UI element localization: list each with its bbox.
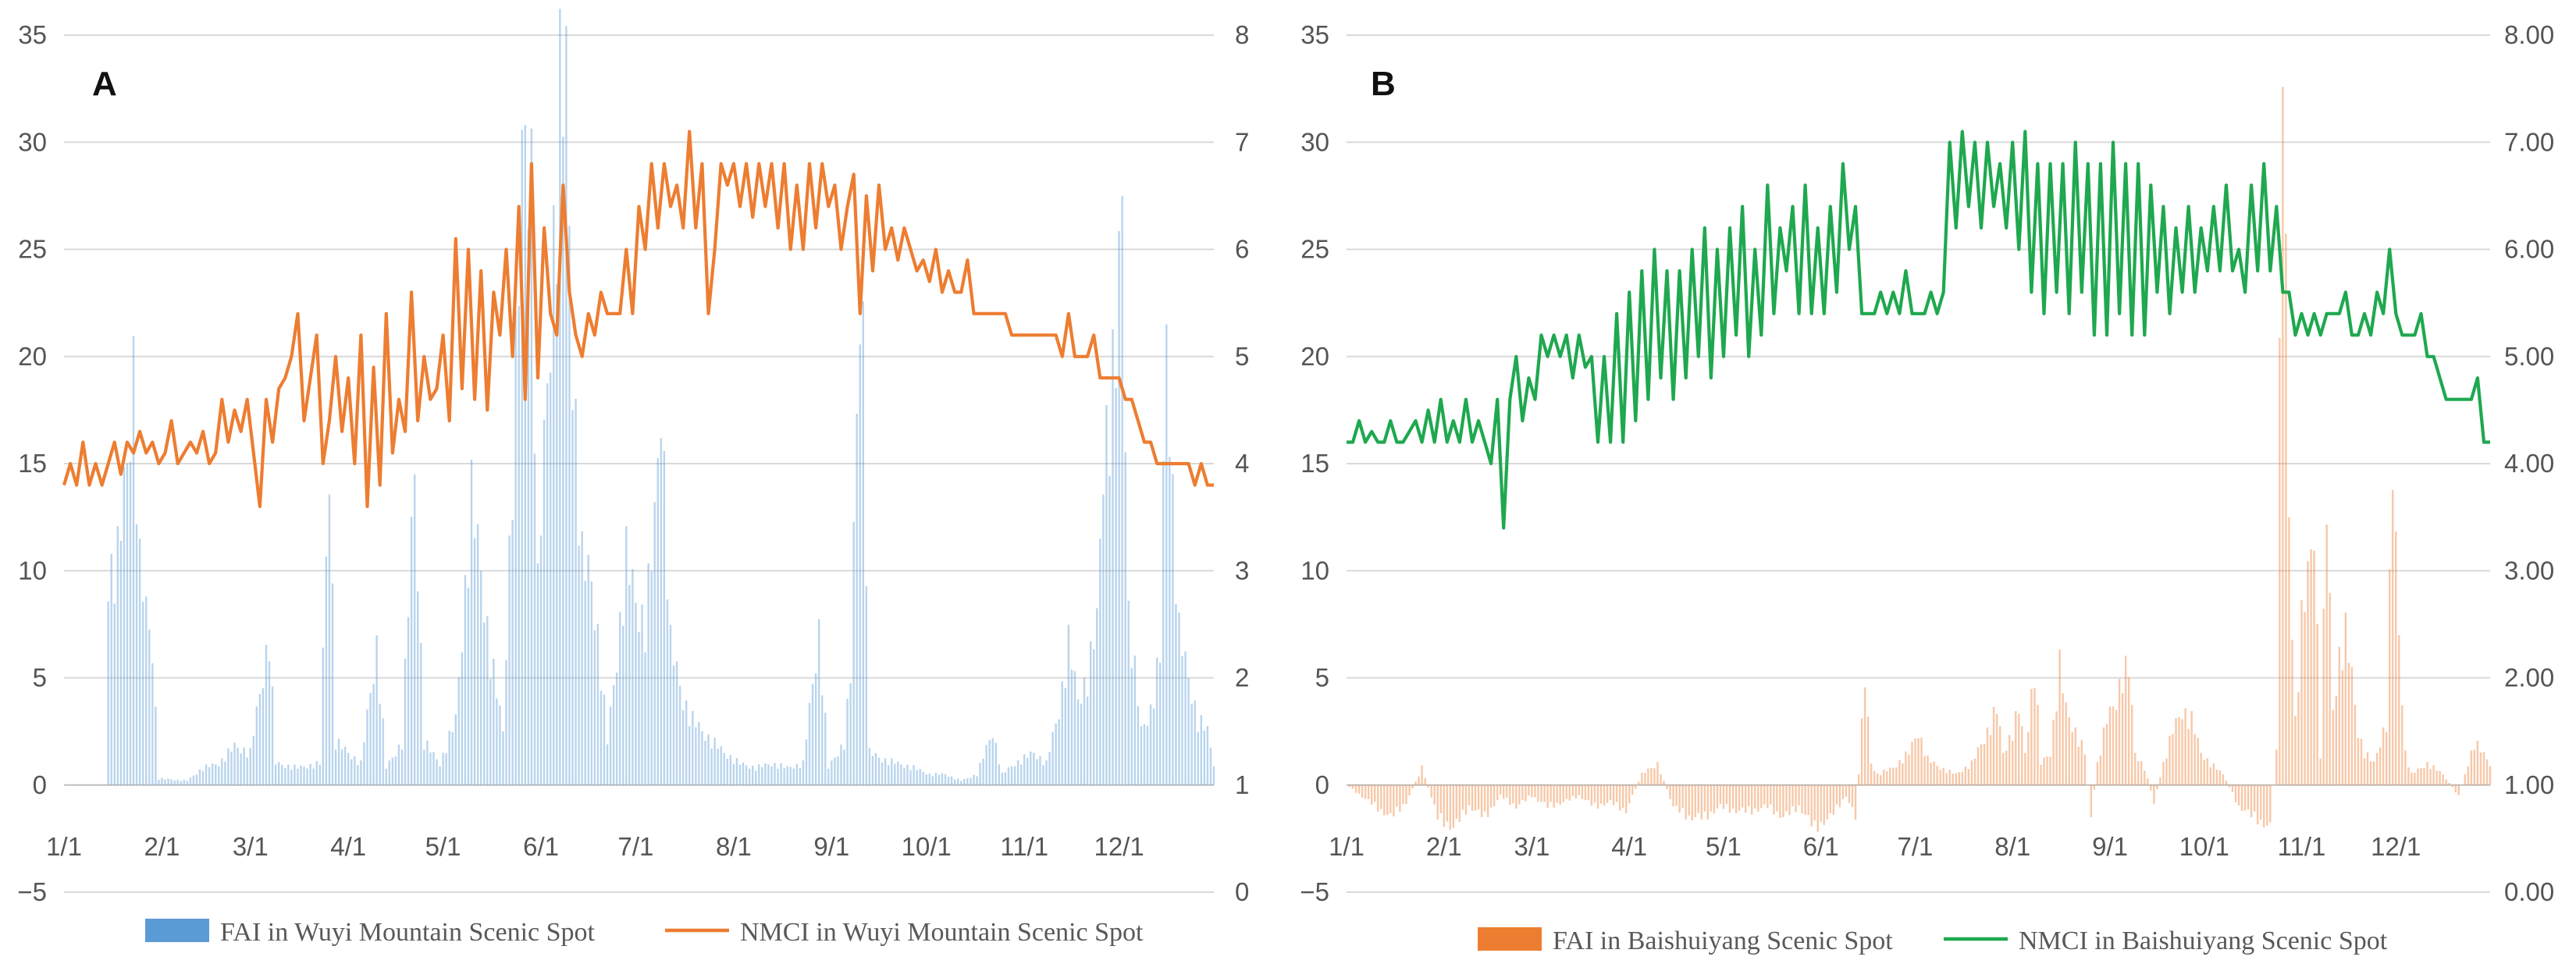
left-tick-label: 20 xyxy=(1300,342,1329,371)
x-tick-label: 12/1 xyxy=(2371,832,2421,861)
left-tick-label: 35 xyxy=(1300,20,1329,49)
x-tick-label: 11/1 xyxy=(1000,832,1048,861)
right-tick-label: 1.00 xyxy=(2504,770,2554,799)
x-tick-label: 5/1 xyxy=(1706,832,1742,861)
x-tick-label: 12/1 xyxy=(1094,832,1144,861)
panel-label: A xyxy=(92,65,117,103)
bar-series xyxy=(107,9,1215,785)
right-tick-label: 8.00 xyxy=(2504,20,2554,49)
legend: FAI in Baishuiyang Scenic Spot NMCI in Ba… xyxy=(1478,926,2388,955)
right-tick-label: 6.00 xyxy=(2504,235,2554,264)
x-tick-label: 7/1 xyxy=(618,832,654,861)
left-tick-label: 5 xyxy=(1315,663,1329,692)
line-series xyxy=(1347,130,2490,530)
right-tick-label: 6 xyxy=(1235,235,1249,264)
x-tick-label: 6/1 xyxy=(523,832,559,861)
x-tick-label: 9/1 xyxy=(2092,832,2128,861)
right-tick-label: 5 xyxy=(1235,342,1249,371)
panel-label: B xyxy=(1371,65,1396,103)
right-tick-label: 3 xyxy=(1235,556,1249,585)
right-tick-label: 2.00 xyxy=(2504,663,2554,692)
x-tick-label: 4/1 xyxy=(1611,832,1647,861)
x-tick-label: 1/1 xyxy=(1329,832,1364,861)
legend-line-label: NMCI in Wuyi Mountain Scenic Spot xyxy=(740,918,1144,947)
left-tick-label: 15 xyxy=(1300,449,1329,478)
x-tick-label: 2/1 xyxy=(144,832,180,861)
x-tick-label: 4/1 xyxy=(330,832,366,861)
chart-panel-a: −5 0 5 10 15 20 25 30 35 0 1 2 3 4 5 6 7 8 1/1 2/1 3/1 4/1 5/1… xyxy=(17,9,1249,947)
right-tick-label: 5.00 xyxy=(2504,342,2554,371)
x-tick-label: 11/1 xyxy=(2278,832,2326,861)
x-tick-label: 10/1 xyxy=(902,832,952,861)
line-series xyxy=(62,130,1214,509)
x-tick-label: 8/1 xyxy=(716,832,752,861)
legend-bar-label: FAI in Baishuiyang Scenic Spot xyxy=(1553,926,1893,955)
left-tick-label: 10 xyxy=(1300,556,1329,585)
legend-line-label: NMCI in Baishuiyang Scenic Spot xyxy=(2019,926,2388,955)
right-tick-label: 7.00 xyxy=(2504,127,2554,156)
left-tick-label: 0 xyxy=(1315,770,1329,799)
legend-bar-swatch xyxy=(145,919,209,942)
x-tick-label: 6/1 xyxy=(1803,832,1839,861)
x-tick-label: 2/1 xyxy=(1426,832,1462,861)
left-tick-label: 30 xyxy=(18,127,47,156)
x-tick-label: 7/1 xyxy=(1898,832,1934,861)
right-tick-label: 2 xyxy=(1235,663,1249,692)
legend-bar-swatch xyxy=(1478,927,1542,951)
left-tick-label: −5 xyxy=(1300,877,1329,906)
left-tick-label: 0 xyxy=(33,770,47,799)
left-tick-label: 5 xyxy=(33,663,47,692)
x-tick-label: 5/1 xyxy=(425,832,461,861)
x-tick-label: 9/1 xyxy=(813,832,849,861)
left-tick-label: −5 xyxy=(17,877,47,906)
left-tick-label: 30 xyxy=(1300,127,1329,156)
left-tick-label: 20 xyxy=(18,342,47,371)
legend-bar-label: FAI in Wuyi Mountain Scenic Spot xyxy=(220,918,596,947)
left-tick-label: 10 xyxy=(18,556,47,585)
right-tick-label: 8 xyxy=(1235,20,1249,49)
x-tick-label: 3/1 xyxy=(233,832,269,861)
left-tick-label: 25 xyxy=(18,235,47,264)
right-tick-label: 3.00 xyxy=(2504,556,2554,585)
left-tick-label: 15 xyxy=(18,449,47,478)
left-tick-label: 25 xyxy=(1300,235,1329,264)
right-tick-label: 0 xyxy=(1235,877,1249,906)
legend: FAI in Wuyi Mountain Scenic Spot NMCI in … xyxy=(145,918,1144,947)
right-tick-label: 4 xyxy=(1235,449,1249,478)
bar-series xyxy=(1348,87,2492,832)
right-tick-label: 4.00 xyxy=(2504,449,2554,478)
right-tick-label: 0.00 xyxy=(2504,877,2554,906)
x-tick-label: 3/1 xyxy=(1514,832,1550,861)
right-tick-label: 7 xyxy=(1235,127,1249,156)
x-tick-label: 1/1 xyxy=(46,832,82,861)
right-tick-label: 1 xyxy=(1235,770,1249,799)
left-tick-label: 35 xyxy=(18,20,47,49)
x-tick-label: 10/1 xyxy=(2179,832,2229,861)
x-tick-label: 8/1 xyxy=(1994,832,2030,861)
chart-panel-b: −5 0 5 10 15 20 25 30 35 0.00 1.00 2.00 3.00 4.00 5.00… xyxy=(1300,20,2554,955)
